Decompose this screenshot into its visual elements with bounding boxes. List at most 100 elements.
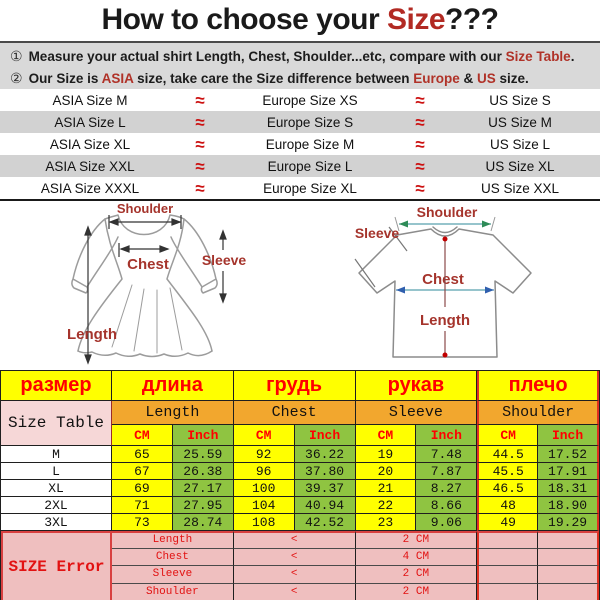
approx-equal-icon: ≈ [195,178,205,198]
conversion-row: ASIA Size XL ≈ Europe Size M ≈ US Size L [0,133,600,155]
header-dlina: длина [112,371,234,401]
unit-cm: CM [112,425,173,446]
error-dimension: Sleeve [112,566,234,584]
asia-size: ASIA Size XL [49,136,131,152]
group-chest: Chest [233,401,356,425]
dress-shoulder-arrowheads [108,218,182,226]
approx-equal-icon: ≈ [415,156,425,176]
value-cell: 96 [233,463,295,480]
dress-length-label: Length [67,326,117,343]
size-name: 3XL [1,514,112,531]
value-cell: 26.38 [172,463,234,480]
dress-sleeve-arrowheads [219,229,227,304]
instruction-1-period: . [570,49,575,64]
unit-inch: Inch [538,425,599,446]
asia-size: ASIA Size XXXL [40,180,140,196]
title-highlight: Size [387,3,446,36]
unit-inch: Inch [294,425,356,446]
circled-number-1: ① [10,48,23,64]
circled-number-2: ② [10,70,23,86]
group-sleeve: Sleeve [355,401,478,425]
error-dimension: Length [112,531,234,549]
value-cell: 39.37 [294,480,356,497]
asia-size: ASIA Size M [52,92,128,108]
error-value: 4 CM [355,548,478,566]
conversion-row: ASIA Size XXL ≈ Europe Size L ≈ US Size … [0,155,600,177]
dress-shoulder-label: Shoulder [117,201,173,216]
europe-size: Europe Size S [266,114,354,130]
size-name: M [1,446,112,463]
dress-left-sleeve [71,218,119,294]
unit-inch: Inch [172,425,234,446]
value-cell: 8.27 [416,480,478,497]
instruction-line-1: ① Measure your actual shirt Length, Chest… [10,45,600,67]
value-cell: 17.91 [538,463,599,480]
instruction-1-emphasis: Size Table [505,49,571,64]
value-cell: 20 [355,463,417,480]
us-size: US Size M [488,114,552,130]
size-conversion-table: ASIA Size M ≈ Europe Size XS ≈ US Size S… [0,89,600,199]
value-cell: 17.52 [538,446,599,463]
corner-size-table: Size Table [1,401,112,446]
value-cell: 104 [233,497,295,514]
error-value: 2 CM [355,583,478,600]
error-value: 2 CM [355,566,478,584]
instruction-2-text-c: size. [495,71,529,86]
size-name: L [1,463,112,480]
europe-size: Europe Size XS [262,92,358,108]
shirt-shoulder-ticks [394,216,496,232]
value-cell: 73 [112,514,173,531]
instruction-2-us: US [477,71,496,86]
approx-equal-icon: ≈ [415,112,425,132]
error-dimension: Shoulder [112,583,234,600]
value-cell: 7.87 [416,463,478,480]
instruction-2-asia: ASIA [101,71,134,86]
value-cell: 49 [477,514,539,531]
us-size: US Size XXL [480,180,560,196]
value-cell: 19.29 [538,514,599,531]
value-cell: 18.31 [538,480,599,497]
dress-sleeve-label: Sleeve [202,252,247,268]
value-cell: 9.06 [416,514,478,531]
dress-measurement-diagram: Shoulder Length Chest Sleeve [67,201,247,365]
dress-chest-label: Chest [127,256,169,273]
header-rukav: рукав [355,371,478,401]
header-grud: грудь [233,371,356,401]
error-value: 2 CM [355,531,478,549]
value-cell: 108 [233,514,295,531]
dress-pleat-lines [111,284,183,354]
error-empty-cell [477,583,539,600]
instruction-2-text-a: Our Size is [28,71,102,86]
shirt-length-dot-top [442,236,448,242]
value-cell: 45.5 [477,463,539,480]
us-size: US Size S [489,92,551,108]
header-razmer: размер [1,371,112,401]
instruction-2-europe: Europe [413,71,460,86]
value-cell: 36.22 [294,446,356,463]
value-cell: 44.5 [477,446,539,463]
size-name: XL [1,480,112,497]
unit-inch: Inch [416,425,478,446]
error-empty-cell [538,566,599,584]
detailed-size-table: размер длина грудь рукав плечо Size Tabl… [0,370,600,600]
error-operator: < [233,583,356,600]
error-operator: < [233,566,356,584]
approx-equal-icon: ≈ [195,112,205,132]
header-plecho: плечо [477,371,599,401]
value-cell: 67 [112,463,173,480]
shirt-shoulder-label: Shoulder [417,204,478,220]
error-empty-cell [538,531,599,549]
error-dimension: Chest [112,548,234,566]
unit-cm: CM [477,425,539,446]
dress-length-arrowheads [84,225,92,365]
value-cell: 18.90 [538,497,599,514]
us-size: US Size L [489,136,551,152]
value-cell: 21 [355,480,417,497]
group-length: Length [112,401,234,425]
dress-chest-arrowheads [119,245,170,253]
asia-size: ASIA Size L [54,114,126,130]
europe-size: Europe Size M [265,136,355,152]
shirt-length-label: Length [420,312,470,329]
conversion-row: ASIA Size L ≈ Europe Size S ≈ US Size M [0,111,600,133]
instruction-line-2: ② Our Size is ASIA size, take care the Si… [10,67,600,89]
